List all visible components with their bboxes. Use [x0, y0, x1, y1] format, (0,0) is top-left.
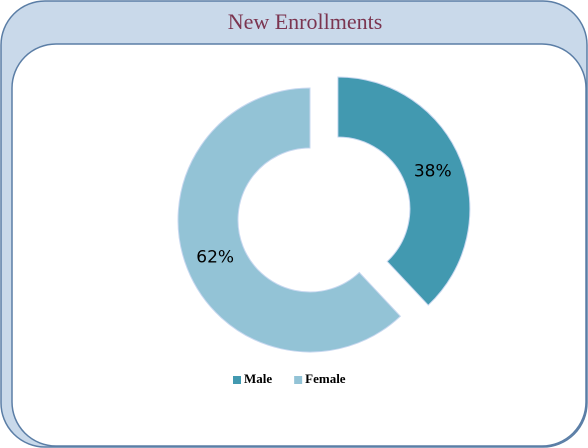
legend-label: Male — [244, 371, 272, 386]
donut-slice — [177, 87, 402, 353]
chart-title: New Enrollments — [228, 9, 383, 34]
value-label: 38% — [414, 161, 452, 181]
legend-label: Female — [305, 371, 346, 386]
legend-swatch — [233, 376, 241, 384]
donut-slice — [337, 76, 471, 306]
legend-swatch — [294, 376, 303, 384]
value-label: 62% — [196, 248, 234, 268]
plot: 38% 62% Male Female — [177, 76, 471, 386]
